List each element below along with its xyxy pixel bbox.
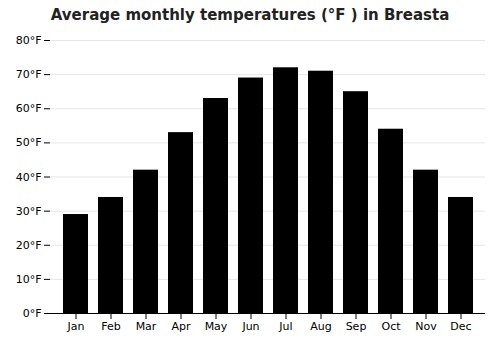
svg-text:Apr: Apr xyxy=(171,320,191,333)
svg-text:70°F: 70°F xyxy=(16,68,42,81)
svg-text:Sep: Sep xyxy=(346,320,367,333)
svg-text:Dec: Dec xyxy=(450,320,471,333)
svg-text:Mar: Mar xyxy=(136,320,157,333)
svg-text:40°F: 40°F xyxy=(16,171,42,184)
svg-text:Feb: Feb xyxy=(101,320,120,333)
svg-text:Oct: Oct xyxy=(381,320,401,333)
svg-text:May: May xyxy=(205,320,228,333)
svg-text:Jun: Jun xyxy=(241,320,259,333)
svg-text:20°F: 20°F xyxy=(16,239,42,252)
svg-text:Jan: Jan xyxy=(67,320,85,333)
html-text:Average monthly temperatures (: Average monthly temperatures (°F ) in Br… xyxy=(50,6,450,24)
svg-text:50°F: 50°F xyxy=(16,136,42,149)
svg-text:30°F: 30°F xyxy=(16,205,42,218)
svg-text:80°F: 80°F xyxy=(16,34,42,47)
svg-text:Jul: Jul xyxy=(278,320,292,333)
svg-text:Nov: Nov xyxy=(415,320,437,333)
svg-text:10°F: 10°F xyxy=(16,273,42,286)
svg-text:0°F: 0°F xyxy=(23,307,42,320)
svg-text:Aug: Aug xyxy=(310,320,331,333)
svg-text:60°F: 60°F xyxy=(16,102,42,115)
